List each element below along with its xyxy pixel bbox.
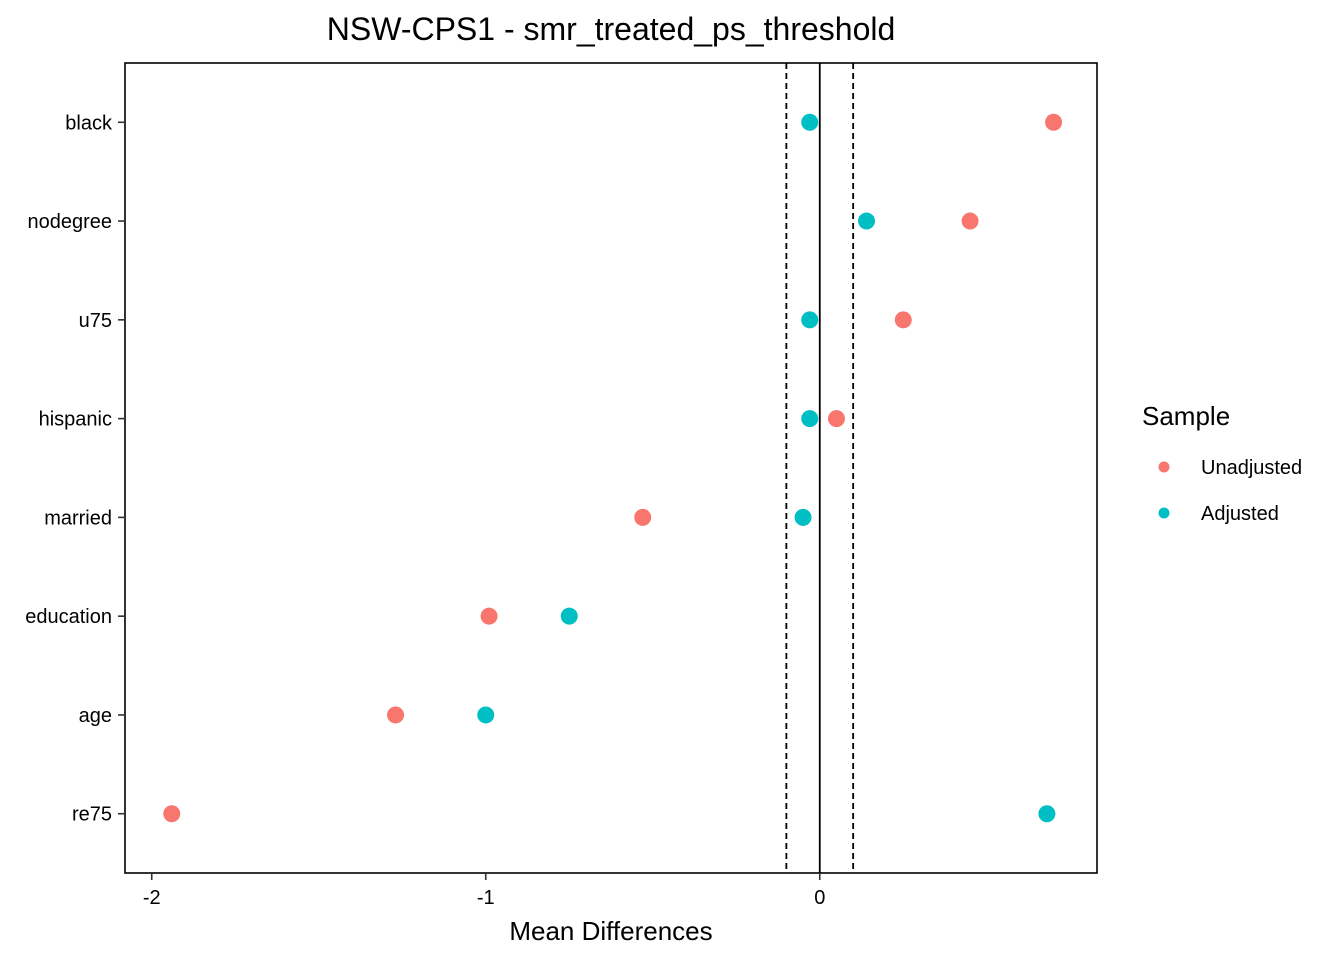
x-tick-label: -2 [143,887,161,909]
y-tick-label-married: married [44,507,112,529]
point-adjusted-u75 [801,311,819,329]
data-points [163,113,1063,823]
point-adjusted-education [560,607,578,625]
legend-title: Sample [1142,401,1230,431]
legend-items: Unadjusted Adjusted [1158,457,1302,525]
point-adjusted-hispanic [801,410,819,428]
point-adjusted-married [794,508,812,526]
x-axis-title: Mean Differences [509,916,712,946]
chart-title: NSW-CPS1 - smr_treated_ps_threshold [327,11,896,47]
y-tick-label-black: black [65,112,113,134]
point-unadjusted-nodegree [961,212,979,230]
y-axis: black nodegree u75 hispanic married education… [25,112,125,826]
point-unadjusted-education [480,607,498,625]
plot-panel-border [124,62,1098,874]
y-tick-label-nodegree: nodegree [27,211,112,233]
y-tick-label-education: education [25,606,112,628]
y-tick-label-age: age [79,705,112,727]
point-adjusted-nodegree [858,212,876,230]
reference-lines [785,63,855,873]
x-axis: -2 -1 0 [143,873,825,909]
point-unadjusted-age [387,706,405,724]
y-tick-label-u75: u75 [79,310,112,332]
point-unadjusted-married [634,508,652,526]
legend-label-adjusted: Adjusted [1201,503,1279,525]
point-adjusted-age [477,706,495,724]
point-adjusted-re75 [1038,805,1056,823]
y-tick-label-re75: re75 [72,804,112,826]
legend-key-unadjusted [1158,461,1170,473]
legend: Sample Unadjusted Adjusted [1142,401,1302,525]
x-tick-label: 0 [814,887,825,909]
legend-key-adjusted [1158,507,1170,519]
point-unadjusted-black [1045,113,1063,131]
point-unadjusted-hispanic [827,410,845,428]
y-tick-label-hispanic: hispanic [39,409,112,431]
point-unadjusted-re75 [163,805,181,823]
legend-label-unadjusted: Unadjusted [1201,457,1302,479]
x-tick-label: -1 [477,887,495,909]
point-unadjusted-u75 [894,311,912,329]
point-adjusted-black [801,113,819,131]
